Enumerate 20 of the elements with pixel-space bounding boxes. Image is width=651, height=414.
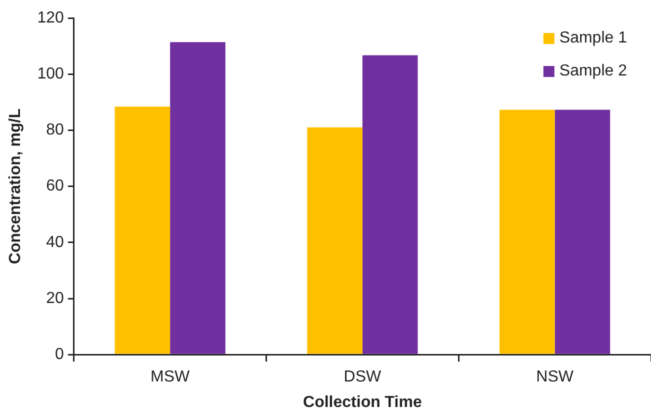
y-tick-label: 40: [46, 234, 64, 251]
bar: [170, 42, 226, 354]
bar: [307, 127, 362, 354]
x-tick-label: MSW: [150, 368, 191, 386]
bar: [114, 106, 170, 354]
y-tick-label: 80: [46, 122, 64, 139]
y-tick-label: 0: [54, 346, 64, 364]
legend-label: Sample 2: [559, 62, 628, 80]
bar: [362, 55, 418, 354]
x-tick-label: NSW: [536, 368, 574, 386]
legend-label: Sample 1: [559, 29, 628, 46]
x-tick-label: DSW: [344, 368, 382, 386]
y-tick-label: 20: [46, 290, 64, 307]
x-axis-title: Collection Time: [303, 394, 422, 411]
y-axis-title: Concentration, mg/L: [7, 108, 24, 264]
y-tick-label: 100: [37, 66, 64, 83]
y-tick-label: 60: [46, 178, 64, 195]
y-tick-label: 120: [37, 9, 64, 26]
bar: [554, 110, 610, 354]
bar: [500, 110, 555, 354]
